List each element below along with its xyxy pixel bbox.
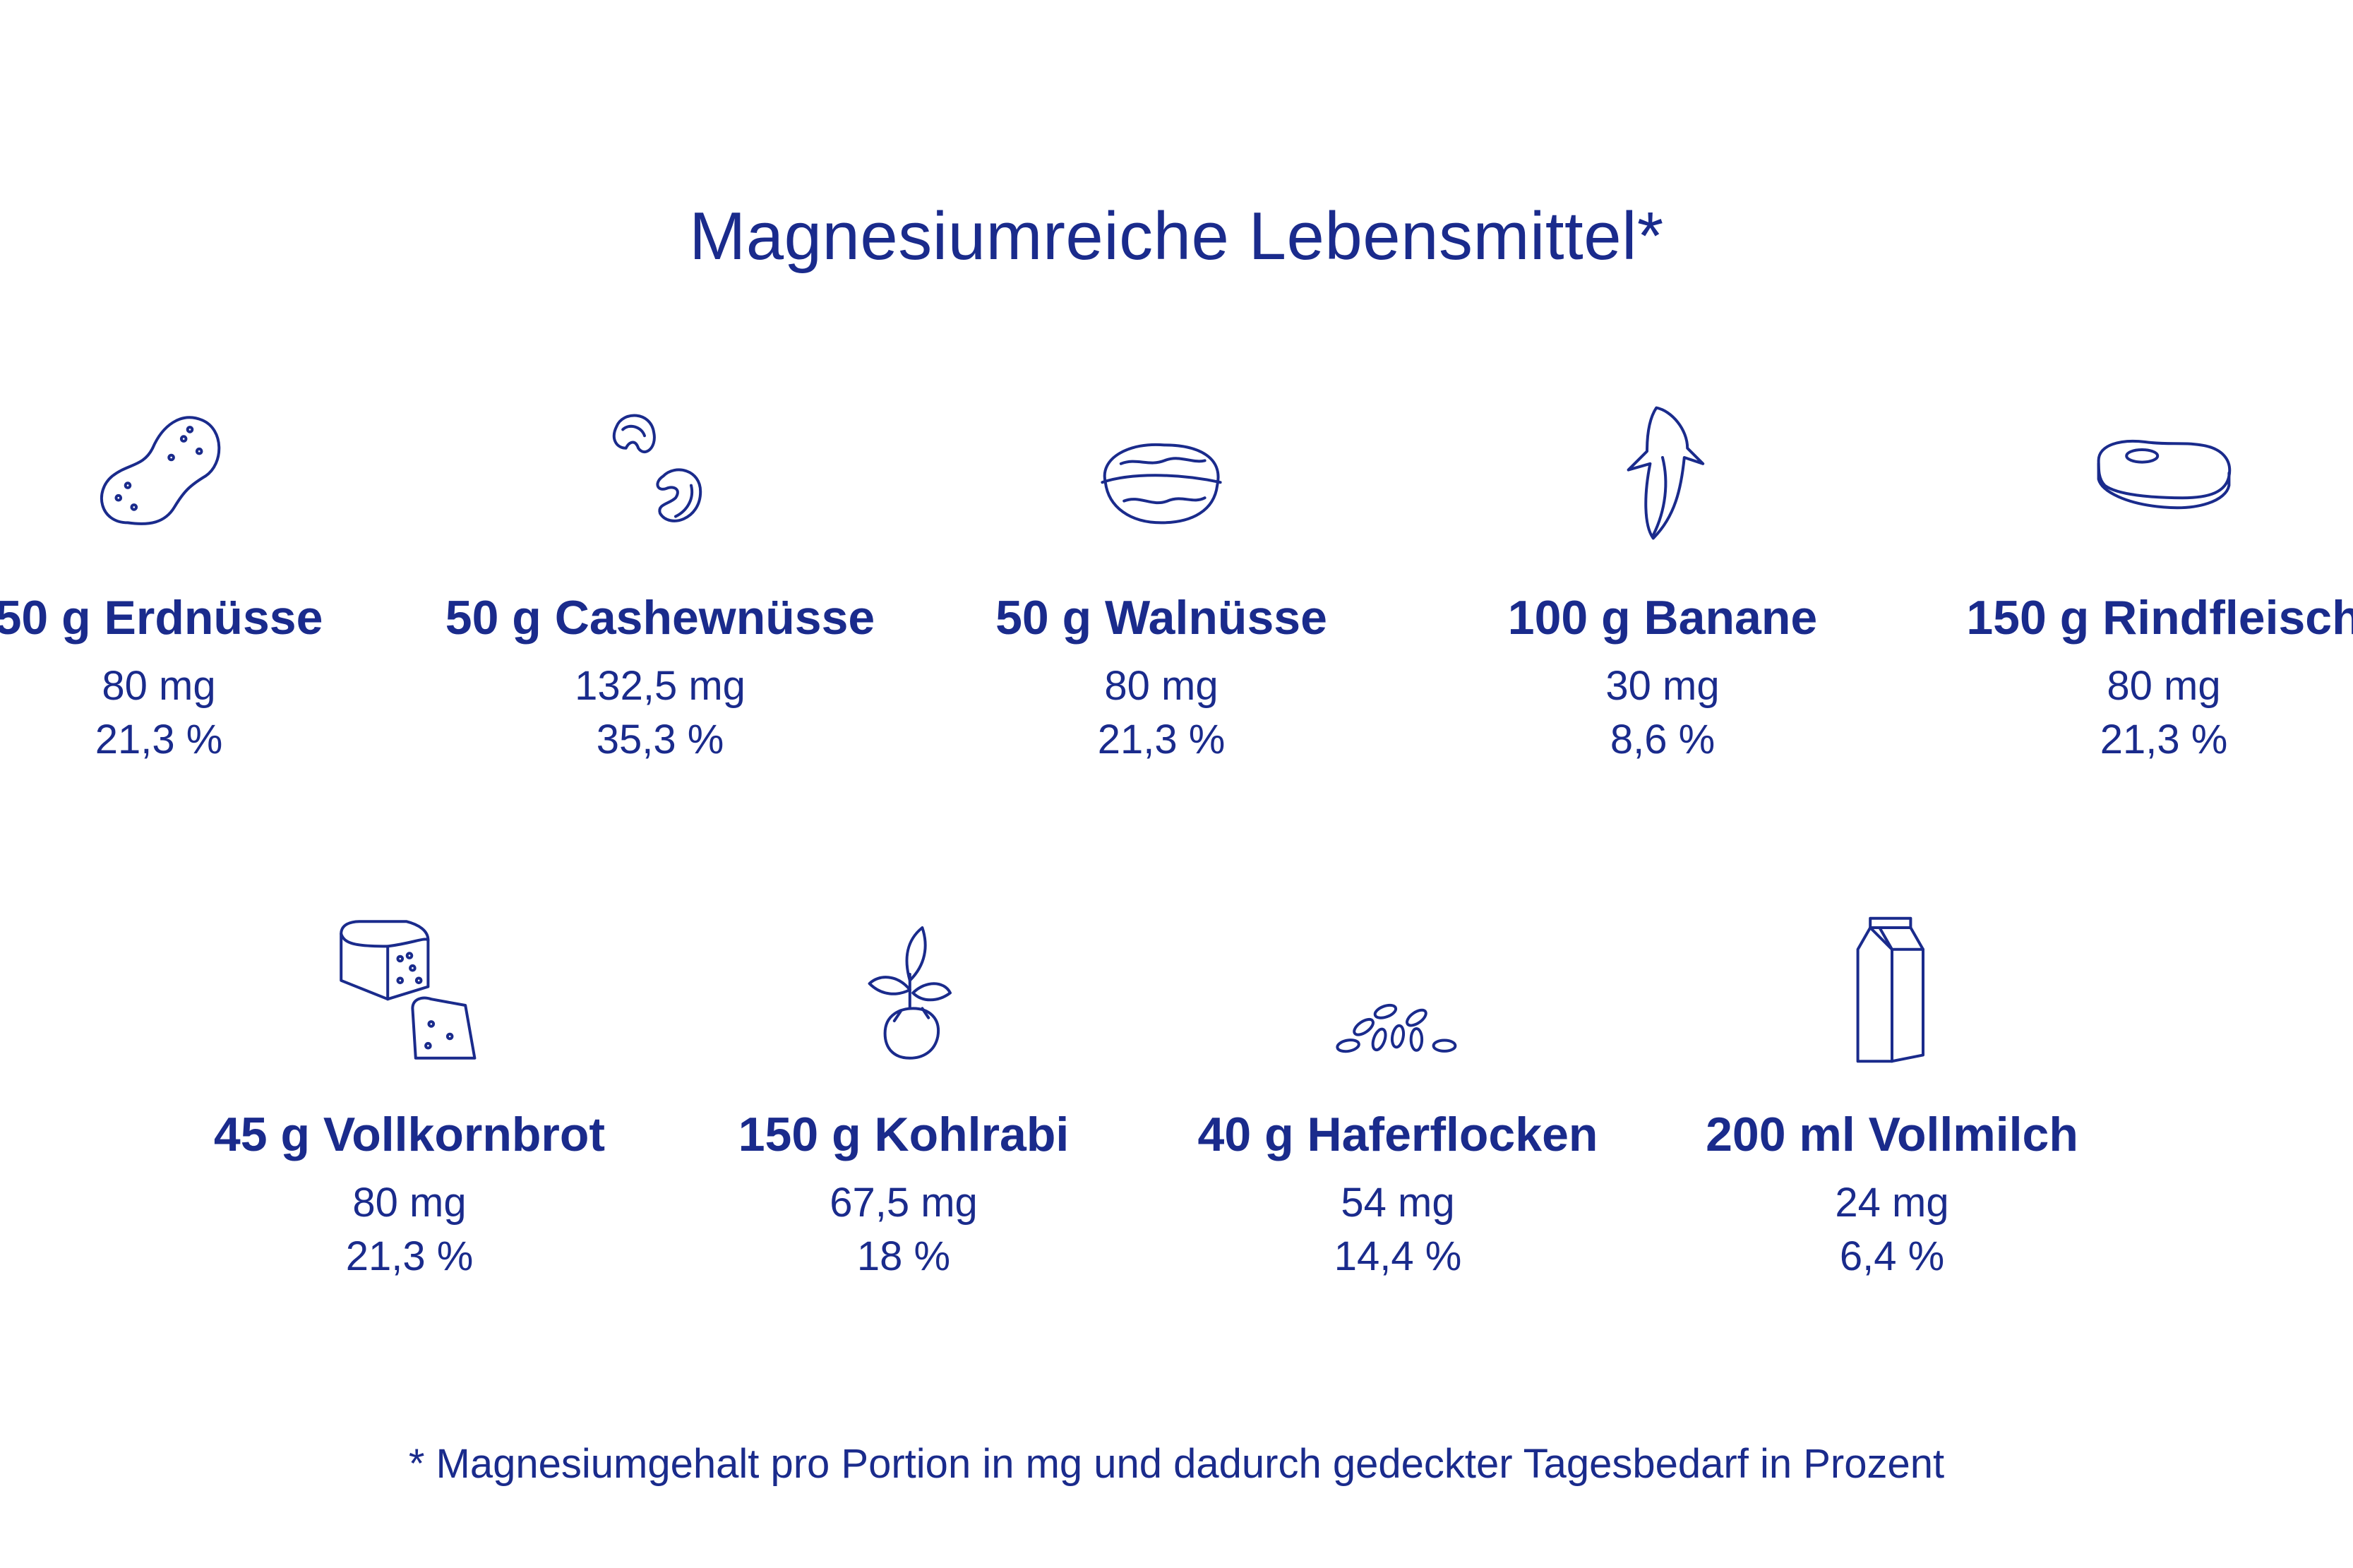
food-item-walnuts: 50 g Walnüsse 80 mg 21,3 %: [907, 395, 1415, 767]
food-name: 200 ml Vollmilch: [1706, 1108, 2078, 1161]
daily-percentage: 8,6 %: [1610, 717, 1716, 762]
food-item-beef: 150 g Rindfleisch 80 mg 21,3 %: [1910, 395, 2353, 767]
magnesium-amount: 80 mg: [2107, 663, 2221, 709]
daily-percentage: 18 %: [856, 1233, 951, 1279]
daily-percentage: 6,4 %: [1839, 1233, 1945, 1279]
food-item-cashews: 50 g Cashewnüsse 132,5 mg 35,3 %: [406, 395, 914, 767]
food-item-banana: 100 g Banane 30 mg 8,6 %: [1408, 395, 1917, 767]
food-item-oat-flakes: 40 g Haferflocken 54 mg 14,4 %: [1144, 912, 1652, 1283]
magnesium-amount: 132,5 mg: [575, 663, 746, 709]
magnesium-amount: 80 mg: [1104, 663, 1219, 709]
food-name: 100 g Banane: [1507, 591, 1818, 645]
walnut-icon: [1084, 395, 1239, 551]
food-item-whole-milk: 200 ml Vollmilch 24 mg 6,4 %: [1638, 912, 2146, 1283]
kohlrabi-icon: [826, 912, 981, 1067]
food-name: 50 g Erdnüsse: [0, 591, 323, 645]
food-name: 150 g Rindfleisch: [1966, 591, 2353, 645]
daily-percentage: 14,4 %: [1334, 1233, 1462, 1279]
page-title: Magnesiumreiche Lebensmittel*: [689, 198, 1664, 274]
food-item-kohlrabi: 150 g Kohlrabi 67,5 mg 18 %: [649, 912, 1158, 1283]
food-name: 45 g Vollkornbrot: [213, 1108, 606, 1161]
food-item-peanuts: 50 g Erdnüsse 80 mg 21,3 %: [0, 395, 413, 767]
magnesium-amount: 24 mg: [1835, 1180, 1949, 1226]
food-item-wholegrain-bread: 45 g Vollkornbrot 80 mg 21,3 %: [155, 912, 664, 1283]
daily-percentage: 35,3 %: [596, 717, 724, 762]
oat-flakes-icon: [1320, 912, 1475, 1067]
magnesium-amount: 80 mg: [102, 663, 216, 709]
daily-percentage: 21,3 %: [345, 1233, 474, 1279]
footnote: * Magnesiumgehalt pro Portion in mg und …: [408, 1441, 1945, 1487]
magnesium-amount: 80 mg: [352, 1180, 467, 1226]
food-name: 150 g Kohlrabi: [738, 1108, 1070, 1161]
magnesium-amount: 67,5 mg: [830, 1180, 978, 1226]
daily-percentage: 21,3 %: [2100, 717, 2228, 762]
milk-carton-icon: [1814, 912, 1970, 1067]
daily-percentage: 21,3 %: [95, 717, 223, 762]
magnesium-amount: 30 mg: [1605, 663, 1720, 709]
magnesium-amount: 54 mg: [1341, 1180, 1455, 1226]
food-name: 50 g Cashewnüsse: [445, 591, 875, 645]
food-name: 40 g Haferflocken: [1197, 1108, 1598, 1161]
daily-percentage: 21,3 %: [1097, 717, 1226, 762]
bread-icon: [332, 912, 487, 1067]
food-name: 50 g Walnüsse: [995, 591, 1327, 645]
peanut-icon: [81, 395, 237, 551]
cashew-icon: [582, 395, 738, 551]
beef-steak-icon: [2086, 395, 2241, 551]
banana-icon: [1585, 395, 1740, 551]
